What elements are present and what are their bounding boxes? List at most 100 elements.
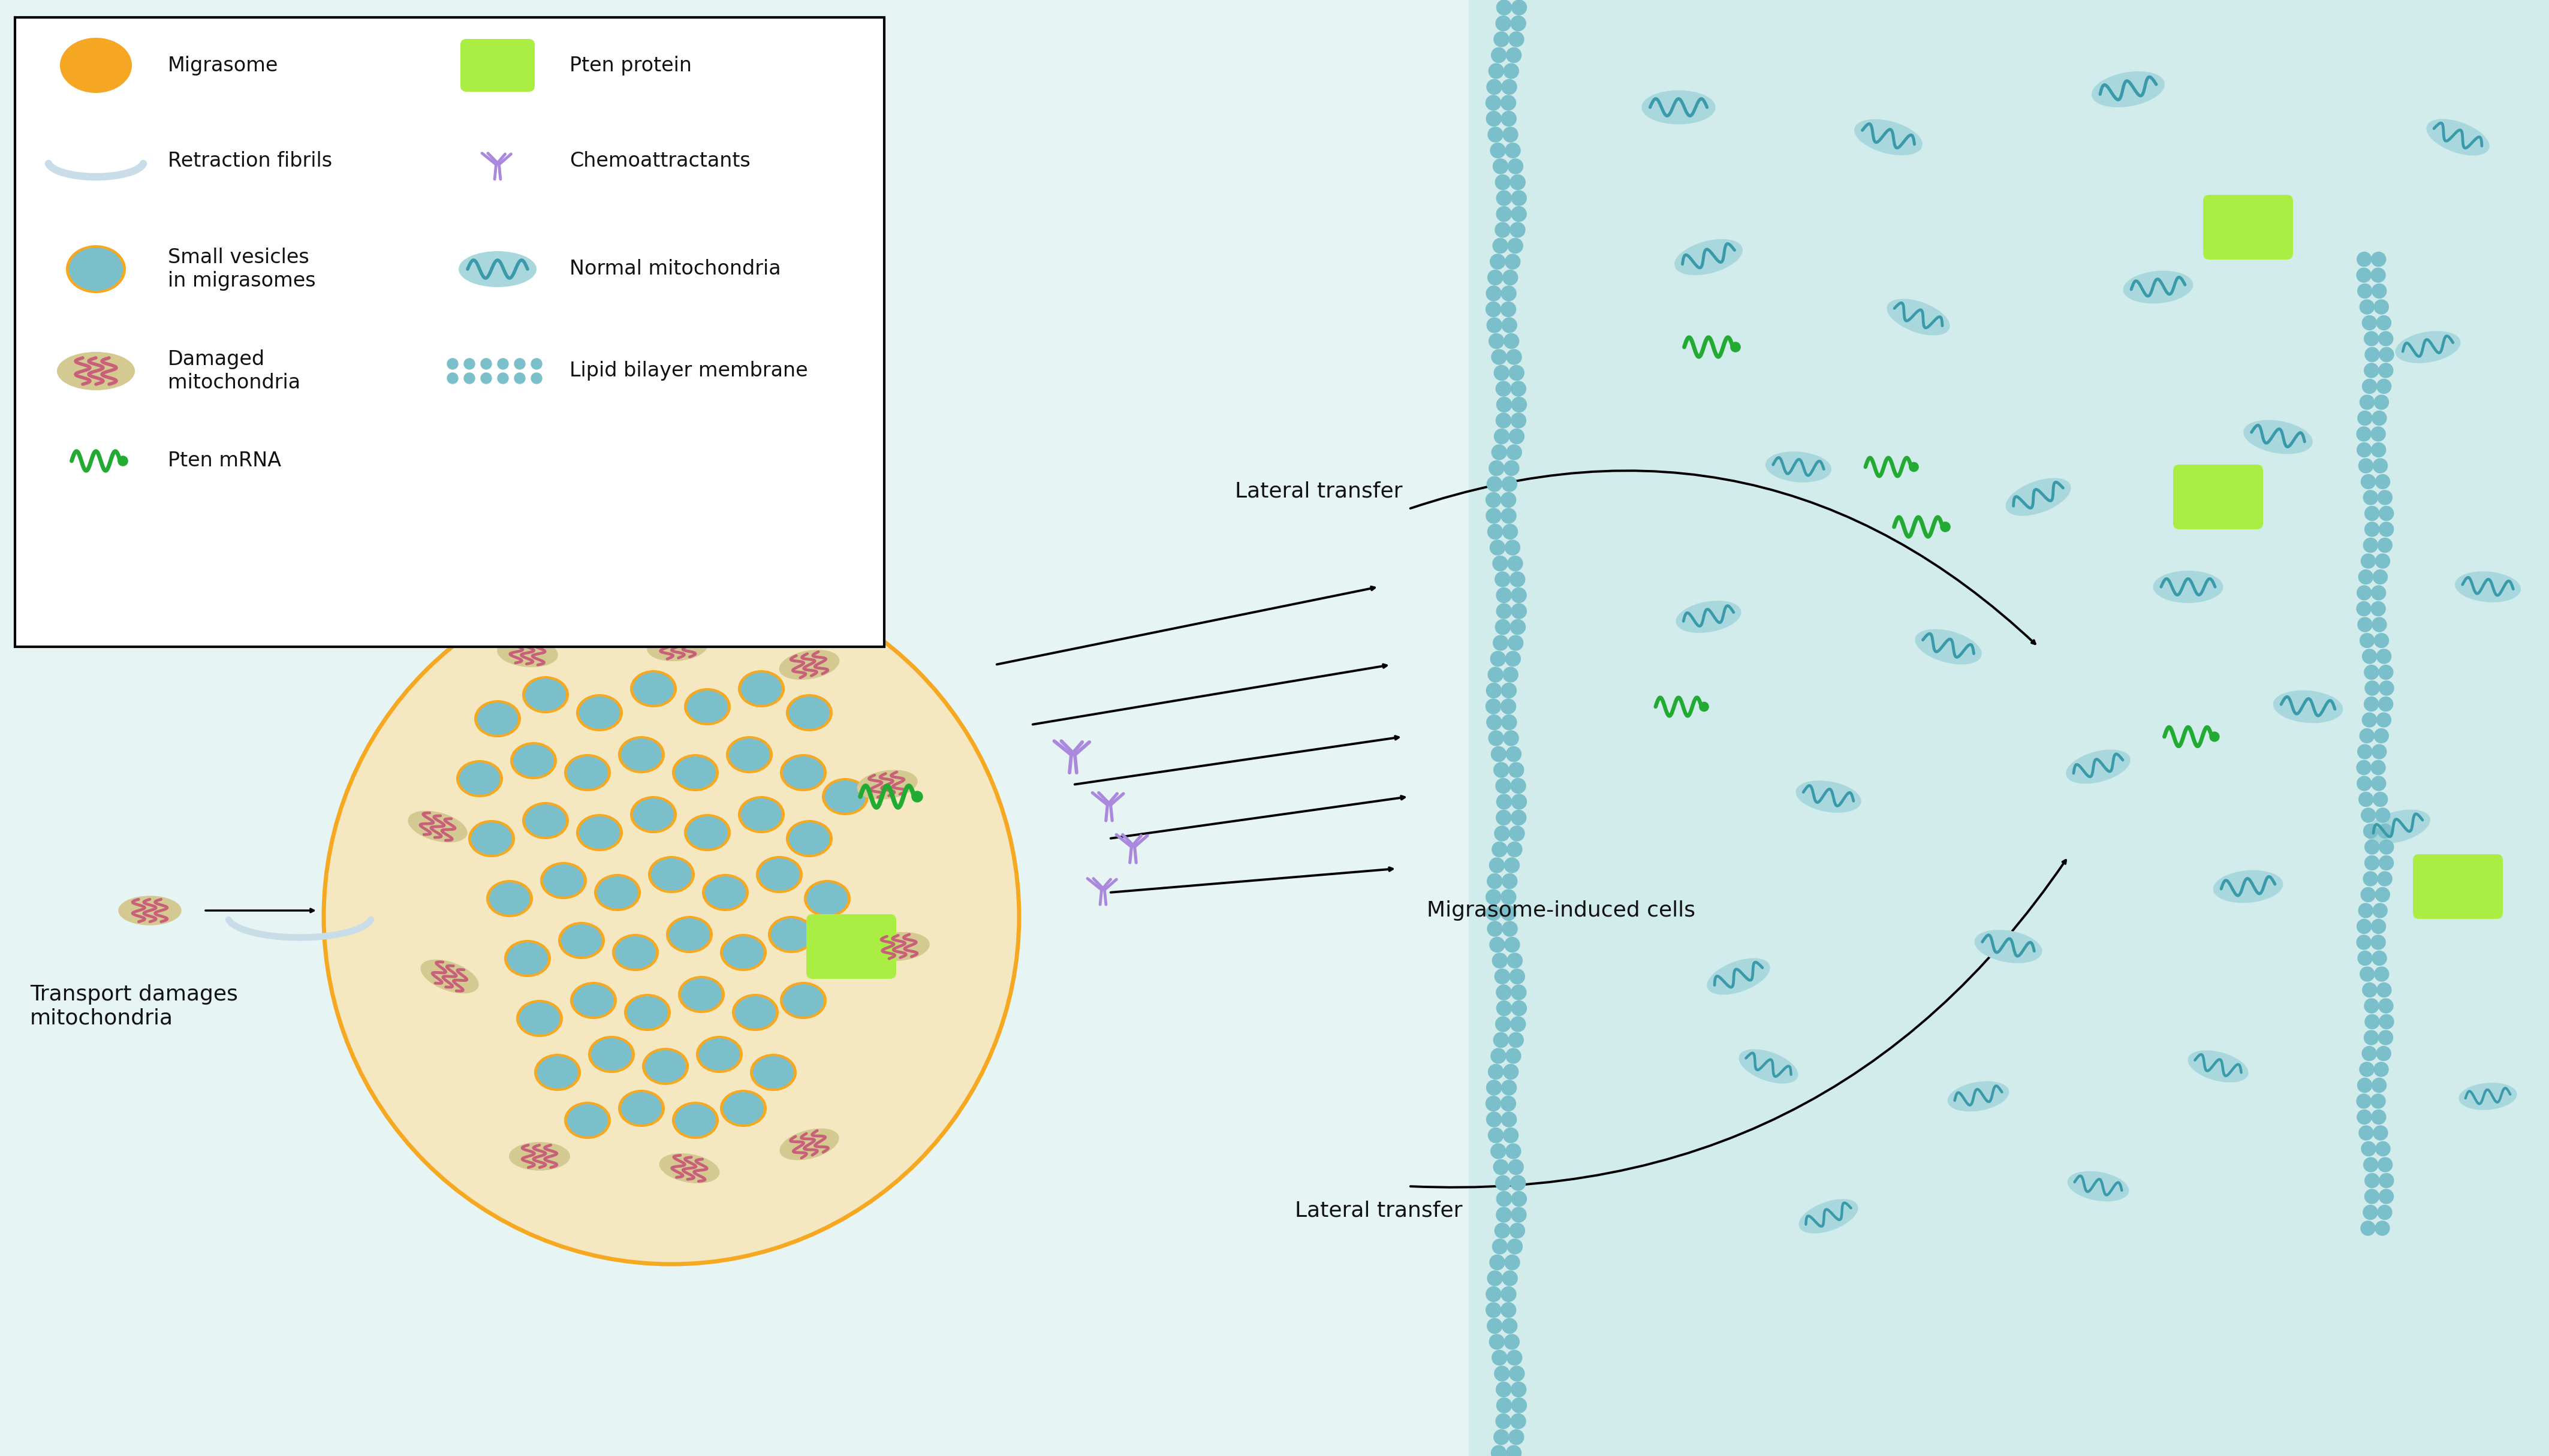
Circle shape <box>2358 1077 2373 1092</box>
Ellipse shape <box>563 1102 612 1139</box>
Circle shape <box>1496 414 1512 428</box>
Circle shape <box>1486 95 1501 111</box>
Circle shape <box>2365 1190 2378 1204</box>
Ellipse shape <box>612 933 658 971</box>
Circle shape <box>1491 747 1506 761</box>
Circle shape <box>2373 284 2386 298</box>
Circle shape <box>1496 397 1512 412</box>
Circle shape <box>1504 667 1519 683</box>
Circle shape <box>1489 1271 1501 1286</box>
Circle shape <box>464 358 474 370</box>
Circle shape <box>2378 681 2394 696</box>
Circle shape <box>2365 523 2378 536</box>
Circle shape <box>2360 475 2376 489</box>
Circle shape <box>1512 1207 1527 1222</box>
Ellipse shape <box>1975 930 2042 964</box>
Circle shape <box>1501 906 1517 920</box>
Circle shape <box>1512 414 1527 428</box>
Circle shape <box>1501 922 1517 936</box>
Ellipse shape <box>535 1054 581 1091</box>
Text: Lateral transfer: Lateral transfer <box>1236 480 1402 501</box>
Circle shape <box>1496 1191 1512 1207</box>
Circle shape <box>2360 553 2376 568</box>
Circle shape <box>2376 1222 2388 1235</box>
Circle shape <box>2378 697 2394 711</box>
Circle shape <box>2376 983 2391 997</box>
Circle shape <box>2378 840 2394 855</box>
Circle shape <box>1501 508 1517 523</box>
Ellipse shape <box>1675 601 1741 633</box>
Circle shape <box>2358 569 2373 584</box>
Circle shape <box>1494 556 1506 571</box>
Ellipse shape <box>472 823 512 855</box>
Ellipse shape <box>683 689 732 725</box>
Ellipse shape <box>487 879 533 917</box>
Ellipse shape <box>729 738 770 770</box>
Circle shape <box>1509 430 1524 444</box>
Circle shape <box>1486 715 1501 729</box>
Ellipse shape <box>780 649 839 680</box>
Ellipse shape <box>477 703 517 735</box>
Circle shape <box>1489 731 1504 745</box>
Circle shape <box>515 373 525 383</box>
Circle shape <box>2358 919 2371 933</box>
Circle shape <box>2363 872 2378 885</box>
Circle shape <box>1506 1144 1522 1159</box>
Circle shape <box>1501 1287 1517 1302</box>
Circle shape <box>1506 651 1519 667</box>
Circle shape <box>1501 111 1517 127</box>
Ellipse shape <box>2006 478 2070 515</box>
Ellipse shape <box>630 796 678 833</box>
Circle shape <box>2365 665 2378 680</box>
Circle shape <box>2363 649 2376 664</box>
Circle shape <box>1489 1255 1504 1270</box>
Ellipse shape <box>724 1092 765 1124</box>
Circle shape <box>2378 523 2394 536</box>
Ellipse shape <box>459 250 535 287</box>
Ellipse shape <box>408 811 466 843</box>
Circle shape <box>1506 143 1519 157</box>
Ellipse shape <box>2396 331 2460 363</box>
Circle shape <box>2378 856 2394 871</box>
Circle shape <box>2376 1047 2391 1060</box>
Ellipse shape <box>2460 1083 2516 1109</box>
Ellipse shape <box>66 245 125 293</box>
Circle shape <box>2376 808 2391 823</box>
Circle shape <box>2373 951 2386 965</box>
Circle shape <box>2376 649 2391 664</box>
Circle shape <box>2378 999 2394 1013</box>
Ellipse shape <box>2365 810 2429 843</box>
Ellipse shape <box>525 678 566 711</box>
Circle shape <box>1501 285 1517 301</box>
Circle shape <box>1501 715 1517 729</box>
Ellipse shape <box>719 933 767 971</box>
Circle shape <box>1489 460 1504 476</box>
Circle shape <box>1486 80 1501 95</box>
Circle shape <box>1486 111 1501 127</box>
Circle shape <box>1489 1334 1504 1350</box>
Circle shape <box>2365 856 2378 871</box>
Circle shape <box>2378 363 2394 377</box>
Ellipse shape <box>622 738 663 770</box>
Circle shape <box>1512 1000 1527 1016</box>
Circle shape <box>1486 1287 1501 1302</box>
Circle shape <box>1496 191 1512 205</box>
Circle shape <box>1491 842 1506 858</box>
Ellipse shape <box>780 754 826 791</box>
Ellipse shape <box>739 670 785 708</box>
Circle shape <box>2371 427 2386 441</box>
Circle shape <box>1496 619 1512 635</box>
Text: Lateral transfer: Lateral transfer <box>1295 1200 1463 1220</box>
Circle shape <box>1504 938 1519 952</box>
Circle shape <box>1501 80 1517 95</box>
Circle shape <box>1512 794 1527 810</box>
Circle shape <box>497 373 507 383</box>
Circle shape <box>1489 127 1504 143</box>
Circle shape <box>2363 379 2376 393</box>
FancyBboxPatch shape <box>461 39 535 92</box>
Ellipse shape <box>647 632 709 661</box>
Circle shape <box>1509 1159 1524 1175</box>
Circle shape <box>1700 702 1708 712</box>
Text: Normal mitochondria: Normal mitochondria <box>568 259 780 280</box>
Circle shape <box>2373 395 2388 409</box>
